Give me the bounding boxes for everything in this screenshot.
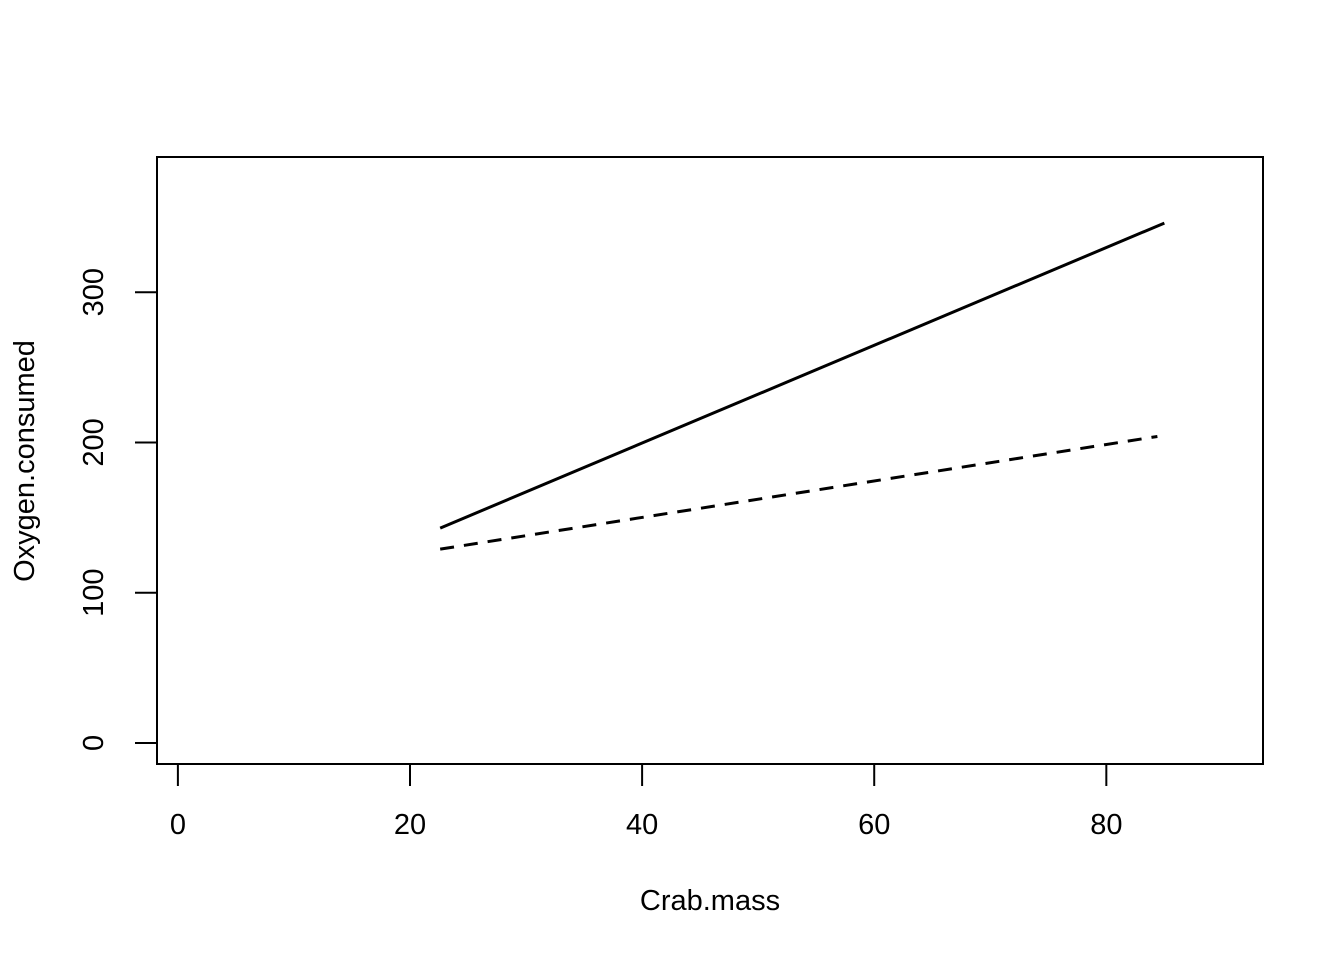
y-tick-label: 300 <box>78 268 110 316</box>
x-tick-label: 60 <box>858 809 890 841</box>
x-axis: 0 20 40 60 80 <box>170 763 1122 841</box>
y-tick-label: 200 <box>78 418 110 466</box>
y-axis-label: Oxygen.consumed <box>9 340 41 582</box>
plot-frame <box>156 156 1264 765</box>
x-tick-label: 40 <box>626 809 658 841</box>
series-line-solid <box>439 221 1165 530</box>
y-tick-label: 0 <box>78 735 110 751</box>
x-tick-label: 0 <box>170 809 186 841</box>
y-axis: 0 100 200 300 <box>78 268 158 751</box>
x-tick-label: 20 <box>394 809 426 841</box>
y-tick-label: 100 <box>78 569 110 617</box>
x-tick-label: 80 <box>1090 809 1122 841</box>
series-line-dashed <box>439 434 1158 551</box>
series-layer <box>439 221 1165 551</box>
x-axis-label: Crab.mass <box>640 885 780 917</box>
